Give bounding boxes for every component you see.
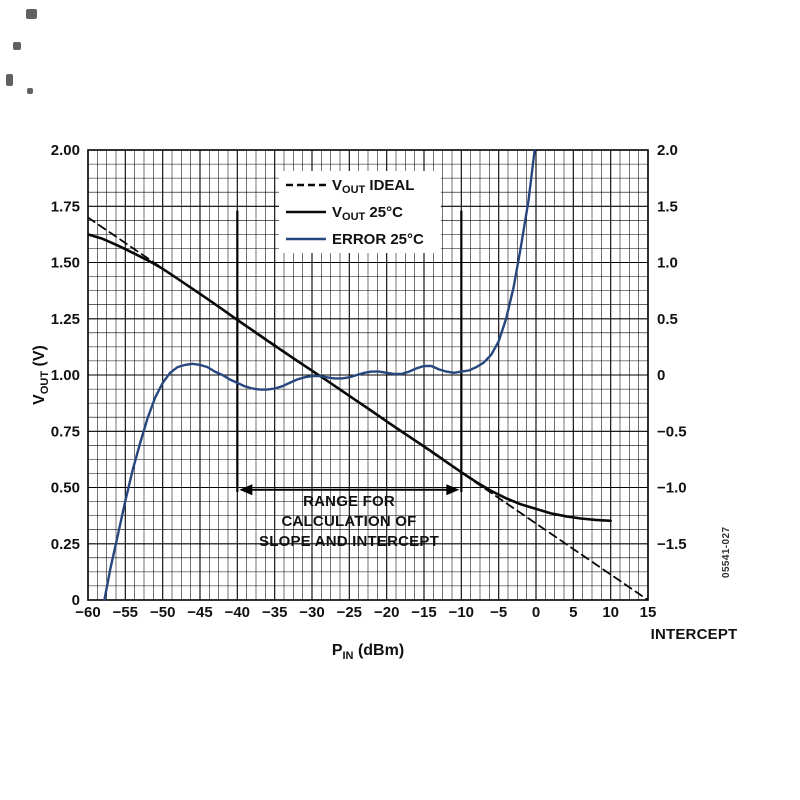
range-text-line3: SLOPE AND INTERCEPT [259, 533, 439, 550]
y-right-tick-label: −1.0 [657, 480, 687, 497]
error-25c-curve [103, 149, 536, 601]
legend-label-vout-25c: VOUT 25°C [332, 204, 403, 223]
x-tick-label: −10 [449, 604, 474, 621]
x-tick-label: −15 [411, 604, 436, 621]
y-right-tick-label: 2.0 [657, 142, 678, 159]
x-tick-label: 15 [640, 604, 657, 621]
scan-artifact [26, 9, 37, 19]
y-left-tick-label: 1.50 [51, 255, 80, 272]
x-axis-label: PIN (dBm) [332, 642, 404, 662]
y-right-tick-label: 1.5 [657, 198, 678, 215]
x-tick-label: 5 [569, 604, 577, 621]
vout-25c-curve [88, 233, 613, 523]
y-left-tick-label: 2.00 [51, 142, 80, 159]
intercept-label: INTERCEPT [651, 626, 738, 643]
scan-artifact [6, 74, 13, 86]
legend [279, 171, 441, 253]
y-axis-label: VOUT (V) [31, 345, 51, 405]
scan-artifact [27, 88, 33, 94]
scan-artifact [13, 42, 21, 50]
y-right-tick-label: 1.0 [657, 255, 678, 272]
y-left-tick-label: 1.25 [51, 311, 80, 328]
x-tick-label: −60 [75, 604, 100, 621]
x-tick-label: −25 [337, 604, 362, 621]
y-right-tick-label: −0.5 [657, 423, 687, 440]
x-tick-label: −5 [490, 604, 507, 621]
y-left-tick-label: 0.75 [51, 423, 80, 440]
y-left-tick-label: 1.00 [51, 367, 80, 384]
x-tick-label: −35 [262, 604, 287, 621]
y-left-tick-label: 1.75 [51, 198, 80, 215]
x-tick-label: 10 [602, 604, 619, 621]
axis-frame [87, 149, 649, 601]
legend-label-error-25c: ERROR 25°C [332, 231, 424, 248]
legend-label-vout-ideal: VOUT IDEAL [332, 177, 414, 196]
x-tick-label: 0 [532, 604, 540, 621]
curves [88, 149, 648, 601]
range-arrow-head-left [239, 484, 253, 496]
x-tick-label: −50 [150, 604, 175, 621]
y-left-tick-label: 0.50 [51, 480, 80, 497]
x-tick-label: −45 [187, 604, 212, 621]
range-text-line1: RANGE FOR [303, 493, 395, 510]
x-tick-label: −40 [225, 604, 250, 621]
y-right-tick-label: −1.5 [657, 536, 687, 553]
range-markers [236, 210, 463, 496]
y-right-tick-label: 0.5 [657, 311, 678, 328]
y-left-tick-label: 0 [72, 592, 80, 609]
plot-frame [87, 149, 649, 601]
y-left-tick-label: 0.25 [51, 536, 80, 553]
x-tick-label: −30 [299, 604, 324, 621]
range-arrow-head-right [446, 484, 460, 496]
x-tick-label: −20 [374, 604, 399, 621]
tick-labels: −60 −55 −50 −45 −40 −35 −30 −25 −20 −15 −10 −5 0 5 10 1… [51, 142, 687, 621]
range-text-line2: CALCULATION OF [281, 513, 416, 530]
x-tick-label: −55 [113, 604, 138, 621]
y-right-tick-label: 0 [657, 367, 665, 384]
static-labels: VOUT IDEAL VOUT 25°C ERROR 25°C RANGE FO… [31, 177, 737, 662]
figure-number: 05541-027 [721, 527, 732, 578]
